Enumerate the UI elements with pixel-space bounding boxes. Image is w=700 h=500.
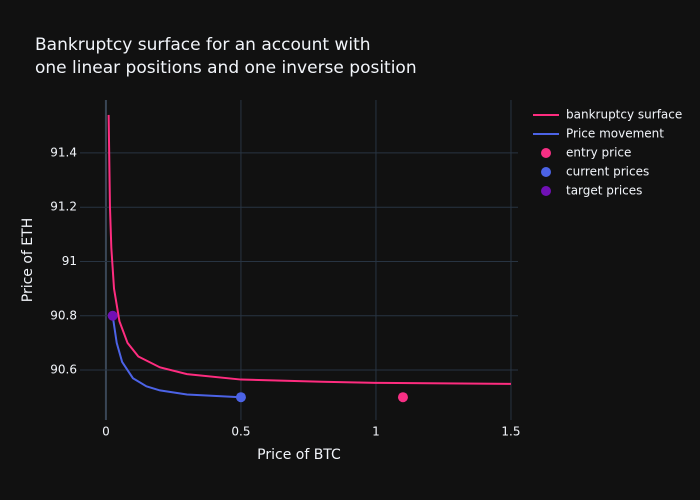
x-axis-title: Price of BTC [257, 447, 341, 463]
line [107, 114, 511, 385]
x-tick-label: 0 [102, 425, 110, 439]
y-tick-label: 91.4 [50, 145, 77, 159]
y-tick-label: 90.6 [50, 363, 77, 377]
legend-symbol[interactable] [541, 167, 551, 177]
x-tick-label: 0.5 [231, 425, 250, 439]
legend-label[interactable]: entry price [566, 146, 631, 160]
x-tick-label: 1 [372, 425, 380, 439]
y-tick-label: 90.8 [50, 308, 77, 322]
y-tick-label: 91 [62, 254, 77, 268]
chart-title: one linear positions and one inverse pos… [35, 58, 417, 78]
marker [235, 392, 246, 403]
y-tick-label: 91.2 [50, 200, 77, 214]
y-axis-title: Price of ETH [20, 218, 36, 302]
legend-label[interactable]: target prices [566, 184, 642, 198]
marker [107, 310, 118, 321]
x-tick-label: 1.5 [501, 425, 520, 439]
line [111, 315, 241, 399]
chart-title: Bankruptcy surface for an account with [35, 35, 371, 55]
legend-label[interactable]: Price movement [566, 127, 664, 141]
legend-symbol[interactable] [541, 186, 551, 196]
legend-label[interactable]: bankruptcy surface [566, 108, 682, 122]
marker [397, 392, 408, 403]
legend-label[interactable]: current prices [566, 165, 649, 179]
legend-symbol[interactable] [541, 148, 551, 158]
